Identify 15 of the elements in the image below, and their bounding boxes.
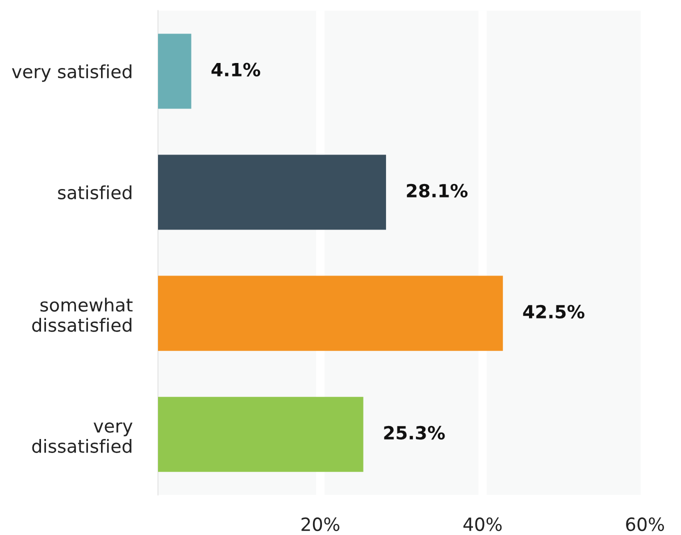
- y-tick-label: very satisfied: [12, 64, 132, 82]
- bar: [158, 34, 192, 109]
- data-label: 28.1%: [406, 184, 468, 198]
- data-label: 25.3%: [384, 426, 445, 440]
- bar: [158, 396, 364, 472]
- x-tick-label: 40%: [463, 517, 502, 532]
- bar: [158, 154, 386, 230]
- data-label: 4.1%: [212, 62, 260, 76]
- x-tick-label: 20%: [302, 517, 340, 532]
- data-label: 42.5%: [523, 304, 584, 319]
- x-tick-label: 60%: [626, 517, 664, 532]
- y-tick-label: satisfied: [58, 185, 132, 200]
- y-tick-label: somewhat dissatisfied: [32, 298, 133, 332]
- bar: [158, 276, 503, 351]
- y-tick-label: very dissatisfied: [32, 422, 132, 453]
